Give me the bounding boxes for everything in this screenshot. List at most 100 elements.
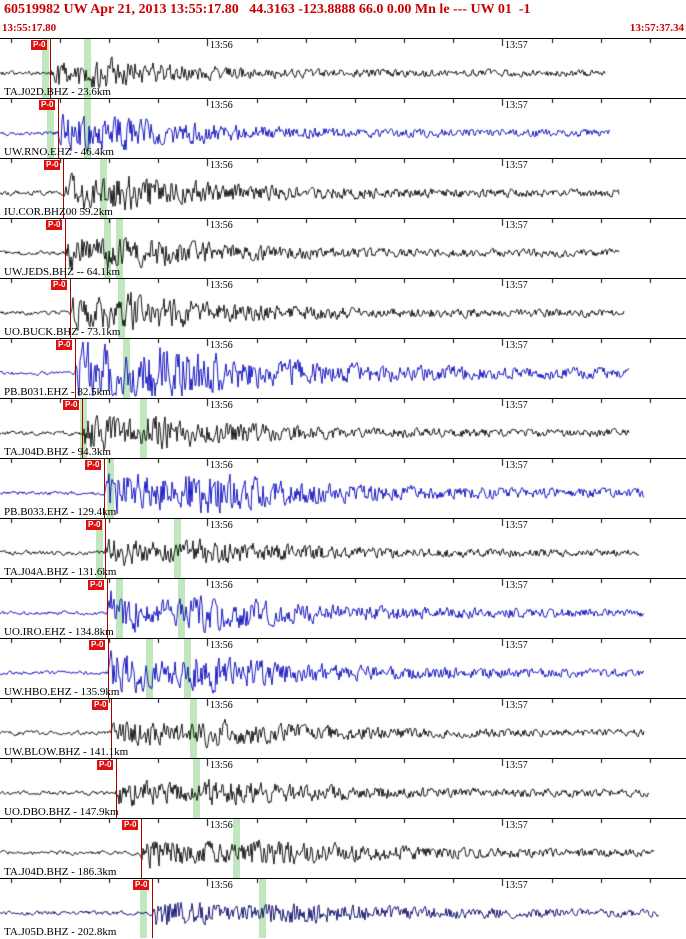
p-pick-line[interactable]	[104, 459, 105, 518]
minute-label: 13:57	[505, 280, 528, 291]
station-label: UW.JEDS.BHZ -- 64.1km	[4, 266, 121, 278]
waveform-canvas[interactable]	[0, 699, 686, 759]
station-label: TA.J05D.BHZ - 202.8km	[4, 926, 117, 938]
trace-row: P-0 13:56 13:57 PB.B031.EHZ - 82.5km	[0, 338, 686, 399]
waveform-canvas[interactable]	[0, 579, 686, 639]
station-label: TA.J02D.BHZ - 23.6km	[4, 86, 111, 98]
minute-label: 13:56	[210, 280, 233, 291]
station-label: PB.B031.EHZ - 82.5km	[4, 386, 111, 398]
waveform-canvas[interactable]	[0, 279, 686, 339]
waveform-canvas[interactable]	[0, 339, 686, 399]
p-pick-flag[interactable]: P-0	[86, 520, 103, 530]
minute-label: 13:57	[505, 460, 528, 471]
station-label: UO.BUCK.BHZ - 73.1km	[4, 326, 121, 338]
waveform-canvas[interactable]	[0, 99, 686, 159]
waveform-canvas[interactable]	[0, 879, 686, 939]
trace-row: P-0 13:56 13:57 UW.HBO.EHZ - 135.9km	[0, 638, 686, 699]
minute-label: 13:56	[210, 460, 233, 471]
station-label: UO.DBO.BHZ - 147.9km	[4, 806, 119, 818]
trace-row: P-0 13:56 13:57 UO.BUCK.BHZ - 73.1km	[0, 278, 686, 339]
p-pick-line[interactable]	[65, 219, 66, 278]
minute-label: 13:56	[210, 220, 233, 231]
p-pick-line[interactable]	[152, 879, 153, 938]
minute-label: 13:56	[210, 40, 233, 51]
waveform-canvas[interactable]	[0, 459, 686, 519]
p-pick-flag[interactable]: P-0	[44, 160, 61, 170]
p-pick-flag[interactable]: P-0	[92, 700, 109, 710]
window-end-time: 13:57:37.34	[629, 22, 684, 34]
trace-row: P-0 13:56 13:57 TA.J04D.BHZ - 186.3km	[0, 818, 686, 879]
trace-row: P-0 13:56 13:57 UW.BLOW.BHZ - 141.1km	[0, 698, 686, 759]
p-pick-flag[interactable]: P-0	[63, 400, 80, 410]
minute-label: 13:56	[210, 760, 233, 771]
minute-label: 13:56	[210, 100, 233, 111]
waveform-canvas[interactable]	[0, 159, 686, 219]
p-pick-line[interactable]	[108, 639, 109, 698]
minute-label: 13:57	[505, 40, 528, 51]
p-pick-line[interactable]	[75, 339, 76, 398]
p-pick-line[interactable]	[70, 279, 71, 338]
minute-label: 13:57	[505, 760, 528, 771]
minute-label: 13:57	[505, 160, 528, 171]
p-pick-line[interactable]	[63, 159, 64, 218]
waveform-canvas[interactable]	[0, 399, 686, 459]
minute-label: 13:56	[210, 880, 233, 891]
trace-list: P-0 13:56 13:57 TA.J02D.BHZ - 23.6km P-0 13:5…	[0, 38, 686, 939]
trace-row: P-0 13:56 13:57 IU.COR.BHZ00 59.2km	[0, 158, 686, 219]
minute-label: 13:56	[210, 520, 233, 531]
p-pick-flag[interactable]: P-0	[39, 100, 56, 110]
minute-label: 13:57	[505, 220, 528, 231]
p-pick-flag[interactable]: P-0	[31, 40, 48, 50]
event-header: 60519982 UW Apr 21, 2013 13:55:17.80 44.…	[4, 2, 531, 17]
trace-row: P-0 13:56 13:57 UW.RNO.EHZ - 46.4km	[0, 98, 686, 159]
minute-label: 13:57	[505, 340, 528, 351]
minute-label: 13:57	[505, 580, 528, 591]
p-pick-flag[interactable]: P-0	[56, 340, 73, 350]
trace-row: P-0 13:56 13:57 TA.J04A.BHZ - 131.6km	[0, 518, 686, 579]
p-pick-flag[interactable]: P-0	[88, 580, 105, 590]
waveform-canvas[interactable]	[0, 639, 686, 699]
trace-row: P-0 13:56 13:57 TA.J04D.BHZ - 94.3km	[0, 398, 686, 459]
waveform-canvas[interactable]	[0, 519, 686, 579]
minute-label: 13:56	[210, 160, 233, 171]
station-label: TA.J04A.BHZ - 131.6km	[4, 566, 117, 578]
minute-label: 13:57	[505, 700, 528, 711]
p-pick-line[interactable]	[111, 699, 112, 758]
minute-label: 13:57	[505, 400, 528, 411]
p-pick-flag[interactable]: P-0	[97, 760, 114, 770]
p-pick-line[interactable]	[105, 519, 106, 578]
minute-label: 13:57	[505, 520, 528, 531]
waveform-canvas[interactable]	[0, 759, 686, 819]
p-pick-flag[interactable]: P-0	[89, 640, 106, 650]
p-pick-line[interactable]	[141, 819, 142, 878]
p-pick-line[interactable]	[50, 39, 51, 98]
station-label: TA.J04D.BHZ - 94.3km	[4, 446, 111, 458]
p-pick-line[interactable]	[58, 99, 59, 158]
minute-label: 13:57	[505, 640, 528, 651]
p-pick-line[interactable]	[107, 579, 108, 638]
p-pick-line[interactable]	[116, 759, 117, 818]
minute-label: 13:56	[210, 400, 233, 411]
minute-label: 13:56	[210, 340, 233, 351]
trace-row: P-0 13:56 13:57 PB.B033.EHZ - 129.4km	[0, 458, 686, 519]
trace-row: P-0 13:56 13:57 TA.J05D.BHZ - 202.8km	[0, 878, 686, 939]
minute-label: 13:57	[505, 820, 528, 831]
waveform-canvas[interactable]	[0, 819, 686, 879]
station-label: UW.HBO.EHZ - 135.9km	[4, 686, 120, 698]
p-pick-flag[interactable]: P-0	[46, 220, 63, 230]
p-pick-line[interactable]	[82, 399, 83, 458]
station-label: UW.BLOW.BHZ - 141.1km	[4, 746, 129, 758]
station-label: IU.COR.BHZ00 59.2km	[4, 206, 113, 218]
p-pick-flag[interactable]: P-0	[85, 460, 102, 470]
minute-label: 13:57	[505, 100, 528, 111]
p-pick-flag[interactable]: P-0	[51, 280, 68, 290]
minute-label: 13:56	[210, 640, 233, 651]
waveform-canvas[interactable]	[0, 39, 686, 99]
p-pick-flag[interactable]: P-0	[133, 880, 150, 890]
p-pick-flag[interactable]: P-0	[122, 820, 139, 830]
waveform-canvas[interactable]	[0, 219, 686, 279]
trace-row: P-0 13:56 13:57 UW.JEDS.BHZ -- 64.1km	[0, 218, 686, 279]
minute-label: 13:56	[210, 580, 233, 591]
station-label: TA.J04D.BHZ - 186.3km	[4, 866, 117, 878]
